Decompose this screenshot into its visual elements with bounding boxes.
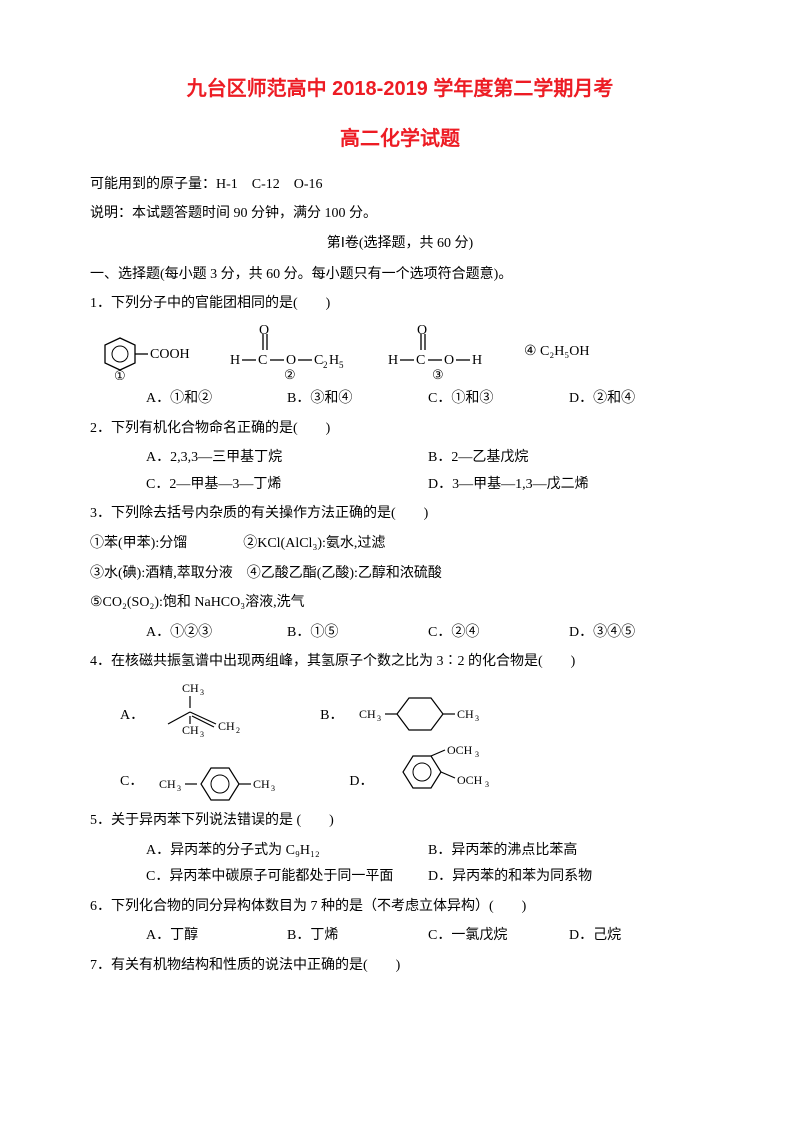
svg-text:H: H: [329, 353, 339, 368]
q5-opt-d: D．异丙苯的和苯为同系物: [428, 864, 710, 891]
svg-text:H: H: [472, 353, 482, 368]
q1-opt-d: D．②和④: [569, 386, 710, 413]
svg-text:C: C: [258, 353, 267, 368]
q1-fig3: H C O O H ③: [386, 324, 506, 380]
q3-options: A．①②③ B．①⑤ C．②④ D．③④⑤: [90, 620, 710, 647]
svg-text:CH: CH: [218, 719, 235, 733]
q2-row1: A．2,3,3—三甲基丁烷 B．2—乙基戊烷: [90, 445, 710, 472]
q6-opt-a: A．丁醇: [146, 923, 287, 950]
q2-stem: 2．下列有机化合物命名正确的是( ): [90, 416, 710, 443]
svg-text:COOH: COOH: [150, 347, 190, 362]
svg-text:3: 3: [271, 784, 275, 793]
q5-row2: C．异丙苯中碳原子可能都处于同一平面 D．异丙苯的和苯为同系物: [90, 864, 710, 891]
q6-stem: 6．下列化合物的同分异构体数目为 7 种的是（不考虑立体异构）( ): [90, 894, 710, 921]
q1-opt-c: C．①和③: [428, 386, 569, 413]
svg-text:2: 2: [236, 726, 240, 735]
q2-opt-a: A．2,3,3—三甲基丁烷: [146, 445, 428, 472]
q1-opt-b: B．③和④: [287, 386, 428, 413]
q4-label-c: C．: [120, 769, 149, 804]
q4-fig-c: CH3 CH3: [159, 760, 319, 804]
svg-text:O: O: [444, 353, 454, 368]
q2-row2: C．2—甲基—3—丁烯 D．3—甲基—1,3—戊二烯: [90, 472, 710, 499]
q3-opt-c: C．②④: [428, 620, 569, 647]
svg-text:C: C: [314, 353, 323, 368]
q3-opt-a: A．①②③: [146, 620, 287, 647]
svg-text:CH: CH: [457, 707, 474, 721]
q4-label-a: A．: [120, 703, 150, 738]
svg-text:①: ①: [114, 368, 126, 380]
q6-opt-d: D．己烷: [569, 923, 710, 950]
q4-label-d: D．: [349, 769, 379, 804]
svg-text:3: 3: [485, 780, 489, 789]
q4-label-b: B．: [320, 703, 349, 738]
svg-text:②: ②: [284, 367, 296, 380]
svg-text:3: 3: [377, 714, 381, 723]
q4-fig-a: CH3 CH2 CH3: [160, 680, 270, 738]
q5-stem: 5．关于异丙苯下列说法错误的是 ( ): [90, 808, 710, 835]
q4-row-cd: C． CH3 CH3 D． OCH3 OCH3: [90, 742, 710, 804]
q3-stem: 3．下列除去括号内杂质的有关操作方法正确的是( ): [90, 501, 710, 528]
svg-text:H: H: [230, 353, 240, 368]
q3-opt-d: D．③④⑤: [569, 620, 710, 647]
q1-options: A．①和② B．③和④ C．①和③ D．②和④: [90, 386, 710, 413]
q3-line3: ⑤CO₂(SO₂):饱和 NaHCO₃溶液,洗气: [90, 590, 710, 617]
atomic-mass-line: 可能用到的原子量：H-1 C-12 O-16: [90, 172, 710, 199]
q2-opt-b: B．2—乙基戊烷: [428, 445, 710, 472]
q1-fig1: COOH ①: [100, 328, 210, 380]
svg-text:CH: CH: [159, 777, 176, 791]
q3-line2: ③水(碘):酒精,萃取分液 ④乙酸乙酯(乙酸):乙醇和浓硫酸: [90, 561, 710, 588]
svg-text:3: 3: [475, 750, 479, 759]
svg-text:O: O: [286, 353, 296, 368]
main-title: 九台区师范高中 2018-2019 学年度第二学期月考: [90, 70, 710, 108]
svg-text:5: 5: [339, 360, 344, 370]
part-label: 第Ⅰ卷(选择题，共 60 分): [90, 231, 710, 258]
q3-line1: ①苯(甲苯):分馏 ②KCl(AlCl₃):氨水,过滤: [90, 531, 710, 558]
svg-text:OCH: OCH: [457, 773, 483, 787]
q4-row-ab: A． CH3 CH2 CH3 B． CH3 CH3: [90, 680, 710, 738]
q5-opt-a: A．异丙苯的分子式为 C₉H₁₂: [146, 838, 428, 865]
svg-text:CH: CH: [182, 681, 199, 695]
section-heading: 一、选择题(每小题 3 分，共 60 分。每小题只有一个选项符合题意)。: [90, 262, 710, 289]
q7-stem: 7．有关有机物结构和性质的说法中正确的是( ): [90, 953, 710, 980]
svg-text:CH: CH: [253, 777, 270, 791]
q4-fig-d: OCH3 OCH3: [389, 742, 529, 804]
instruction-line: 说明：本试题答题时间 90 分钟，满分 100 分。: [90, 201, 710, 228]
q4-stem: 4．在核磁共振氢谱中出现两组峰，其氢原子个数之比为 3∶2 的化合物是( ): [90, 649, 710, 676]
q6-options: A．丁醇 B．丁烯 C．一氯戊烷 D．己烷: [90, 923, 710, 950]
q2-opt-c: C．2—甲基—3—丁烯: [146, 472, 428, 499]
q1-fig2: H C O O C 2 H 5 ②: [228, 324, 368, 380]
svg-text:O: O: [417, 324, 427, 338]
q4-fig-b: CH3 CH3: [359, 688, 529, 738]
q6-opt-b: B．丁烯: [287, 923, 428, 950]
q2-opt-d: D．3—甲基—1,3—戊二烯: [428, 472, 710, 499]
svg-text:3: 3: [177, 784, 181, 793]
svg-text:③: ③: [432, 367, 444, 380]
q1-stem: 1．下列分子中的官能团相同的是( ): [90, 291, 710, 318]
svg-text:CH: CH: [182, 723, 199, 737]
sub-title: 高二化学试题: [90, 120, 710, 158]
svg-text:C: C: [416, 353, 425, 368]
svg-text:OCH: OCH: [447, 743, 473, 757]
svg-text:2: 2: [323, 360, 328, 370]
q1-figures: COOH ① H C O O C 2 H 5 ② H C: [90, 324, 710, 380]
q5-row1: A．异丙苯的分子式为 C₉H₁₂ B．异丙苯的沸点比苯高: [90, 838, 710, 865]
svg-text:3: 3: [475, 714, 479, 723]
svg-text:3: 3: [200, 730, 204, 738]
q5-opt-b: B．异丙苯的沸点比苯高: [428, 838, 710, 865]
svg-text:CH: CH: [359, 707, 376, 721]
svg-text:3: 3: [200, 688, 204, 697]
q6-opt-c: C．一氯戊烷: [428, 923, 569, 950]
q1-fig4: ④ C₂H₅OH: [524, 339, 589, 380]
q3-opt-b: B．①⑤: [287, 620, 428, 647]
q5-opt-c: C．异丙苯中碳原子可能都处于同一平面: [146, 864, 428, 891]
svg-text:O: O: [259, 324, 269, 338]
q1-opt-a: A．①和②: [146, 386, 287, 413]
svg-text:H: H: [388, 353, 398, 368]
